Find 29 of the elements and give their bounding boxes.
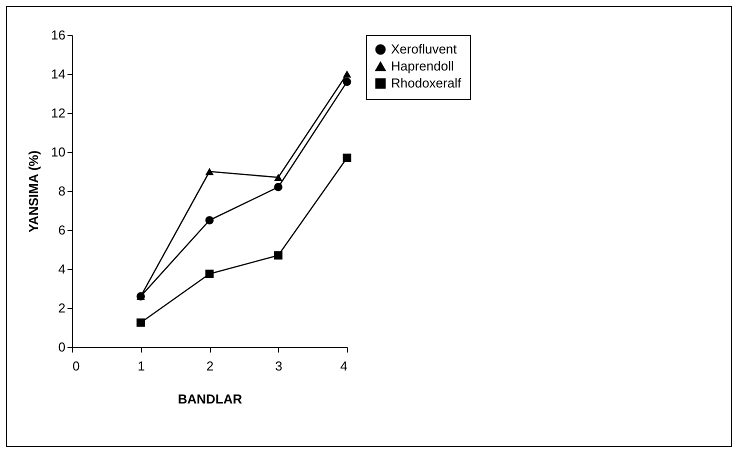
x-tick-label: 4: [340, 358, 348, 374]
y-tick-label: 6: [58, 222, 66, 238]
point: [342, 78, 352, 86]
x-tick-label: 1: [138, 358, 145, 374]
y-tick-label: 8: [58, 184, 66, 198]
x-tick-label: 0: [72, 358, 80, 374]
point: [342, 70, 352, 78]
point: [274, 251, 282, 260]
x-axis-title: BANDLAR: [178, 392, 243, 406]
y-tick-label: 14: [51, 66, 66, 82]
point: [274, 174, 282, 181]
y-tick-label: 16: [51, 28, 66, 42]
y-axis-title: YANSIMA (%): [26, 150, 42, 233]
x-tick-label: 3: [275, 358, 282, 374]
y-tick-label: 12: [51, 106, 66, 120]
point: [274, 182, 282, 192]
legend-label: Rhodoxeralf: [391, 76, 462, 90]
x-tick-label: 2: [206, 358, 214, 374]
point: [136, 318, 145, 327]
legend-label: Haprendoll: [391, 58, 454, 74]
y-tick-label: 4: [58, 262, 66, 276]
y-tick-label: 0: [58, 340, 66, 354]
point: [342, 154, 352, 162]
y-tick-label: 2: [58, 300, 66, 316]
point: [205, 270, 214, 278]
y-tick-label: 10: [51, 144, 66, 160]
point: [205, 168, 214, 176]
legend-label: Xerofluvent: [391, 42, 458, 56]
point: [205, 216, 214, 224]
